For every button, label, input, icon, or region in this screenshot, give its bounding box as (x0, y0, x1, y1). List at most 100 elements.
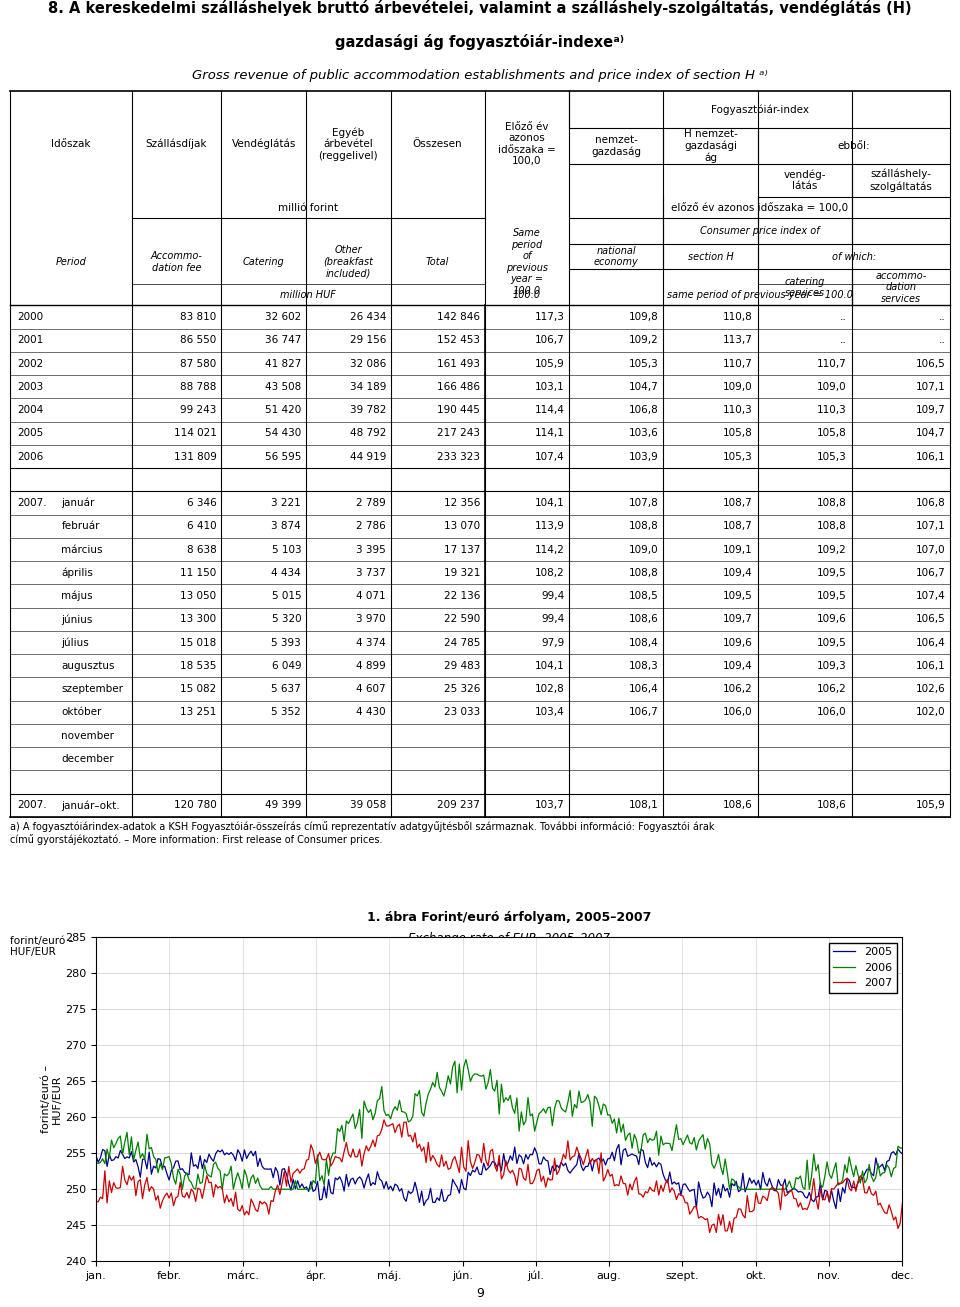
Text: 43 508: 43 508 (265, 382, 301, 392)
2005 (830, 1201, 842, 1217)
Text: 51 420: 51 420 (265, 405, 301, 416)
Text: 107,1: 107,1 (916, 382, 946, 392)
Text: 108,6: 108,6 (723, 800, 753, 810)
Text: Consumer price index of: Consumer price index of (700, 226, 820, 237)
Text: 105,9: 105,9 (916, 800, 946, 810)
Text: 5 352: 5 352 (272, 707, 301, 718)
Text: 117,3: 117,3 (535, 312, 564, 322)
2006 (414, 1082, 425, 1098)
2007 (414, 1136, 425, 1151)
Text: 36 747: 36 747 (265, 336, 301, 345)
Text: 2000: 2000 (17, 312, 43, 322)
Text: május: május (61, 591, 93, 601)
Text: 15 082: 15 082 (180, 684, 217, 694)
Text: 152 453: 152 453 (437, 336, 480, 345)
Text: 166 486: 166 486 (437, 382, 480, 392)
2007 (786, 1183, 798, 1199)
Text: október: október (61, 707, 102, 718)
Text: 114 021: 114 021 (174, 429, 217, 438)
Text: 11 150: 11 150 (180, 567, 217, 578)
Text: 6 410: 6 410 (187, 521, 217, 532)
2007 (261, 1196, 273, 1212)
Text: 109,0: 109,0 (629, 545, 659, 554)
Text: Total: Total (426, 257, 449, 267)
Text: 6 049: 6 049 (272, 661, 301, 670)
2007 (90, 1195, 102, 1210)
2005 (897, 1146, 908, 1162)
Text: 106,8: 106,8 (916, 498, 946, 508)
Text: június: június (61, 614, 93, 625)
Text: 13 300: 13 300 (180, 614, 217, 625)
Text: 107,1: 107,1 (916, 521, 946, 532)
Text: 104,7: 104,7 (629, 382, 659, 392)
Text: 56 595: 56 595 (265, 452, 301, 461)
Text: Accommo-
dation fee: Accommo- dation fee (151, 251, 203, 273)
Text: 103,4: 103,4 (535, 707, 564, 718)
Text: 8 638: 8 638 (187, 545, 217, 554)
Text: millió forint: millió forint (278, 203, 338, 213)
Legend: 2005, 2006, 2007: 2005, 2006, 2007 (828, 942, 897, 993)
Text: of which:: of which: (832, 251, 876, 261)
Text: 4 607: 4 607 (356, 684, 386, 694)
Text: 29 156: 29 156 (349, 336, 386, 345)
Text: 131 809: 131 809 (174, 452, 217, 461)
Text: 87 580: 87 580 (180, 358, 217, 369)
Text: Összesen: Összesen (413, 139, 463, 149)
Text: 113,7: 113,7 (723, 336, 753, 345)
Text: 17 137: 17 137 (444, 545, 480, 554)
Text: 105,3: 105,3 (629, 358, 659, 369)
Text: 109,5: 109,5 (817, 567, 847, 578)
Text: 2006: 2006 (17, 452, 43, 461)
Text: 109,2: 109,2 (629, 336, 659, 345)
2006 (863, 1157, 875, 1172)
Text: 108,8: 108,8 (817, 521, 847, 532)
Line: 2005: 2005 (96, 1145, 902, 1209)
Text: same period of previous year = 100.0: same period of previous year = 100.0 (667, 290, 852, 299)
2006 (786, 1180, 798, 1196)
Text: szálláshely-
szolgáltatás: szálláshely- szolgáltatás (870, 169, 932, 192)
Text: 108,3: 108,3 (629, 661, 659, 670)
Text: forint/euró –
HUF/EUR: forint/euró – HUF/EUR (10, 936, 73, 958)
Text: vendég-
látás: vendég- látás (783, 170, 826, 191)
Text: Vendéglátás: Vendéglátás (231, 139, 296, 149)
2006 (460, 1052, 471, 1068)
Text: 34 189: 34 189 (349, 382, 386, 392)
Text: national
economy: national economy (594, 246, 638, 268)
2006 (90, 1155, 102, 1171)
Text: 5 393: 5 393 (272, 638, 301, 647)
Text: 217 243: 217 243 (437, 429, 480, 438)
Text: 107,4: 107,4 (916, 591, 946, 601)
2005 (613, 1137, 625, 1153)
Text: Period: Period (56, 257, 86, 267)
Text: 49 399: 49 399 (265, 800, 301, 810)
Text: 105,3: 105,3 (817, 452, 847, 461)
Text: 19 321: 19 321 (444, 567, 480, 578)
Text: 86 550: 86 550 (180, 336, 217, 345)
Text: 108,1: 108,1 (629, 800, 659, 810)
Text: 88 788: 88 788 (180, 382, 217, 392)
Text: 12 356: 12 356 (444, 498, 480, 508)
Text: 190 445: 190 445 (437, 405, 480, 416)
Text: 29 483: 29 483 (444, 661, 480, 670)
Text: 5 637: 5 637 (272, 684, 301, 694)
Y-axis label: forint/euró –
HUF/EUR: forint/euró – HUF/EUR (40, 1065, 62, 1133)
Text: 105,8: 105,8 (817, 429, 847, 438)
Text: 109,3: 109,3 (817, 661, 847, 670)
Text: 2 789: 2 789 (356, 498, 386, 508)
Text: Exchange rate of EUR, 2005–2007: Exchange rate of EUR, 2005–2007 (408, 932, 610, 945)
Text: 54 430: 54 430 (265, 429, 301, 438)
2006 (314, 1172, 325, 1188)
Text: augusztus: augusztus (61, 661, 115, 670)
Text: 106,2: 106,2 (817, 684, 847, 694)
Text: 109,5: 109,5 (817, 638, 847, 647)
Text: 22 590: 22 590 (444, 614, 480, 625)
Text: 6 346: 6 346 (187, 498, 217, 508)
Text: 2007.: 2007. (17, 800, 47, 810)
Text: 48 792: 48 792 (349, 429, 386, 438)
Text: 142 846: 142 846 (437, 312, 480, 322)
Text: 103,6: 103,6 (629, 429, 659, 438)
Text: 22 136: 22 136 (444, 591, 480, 601)
Text: 109,8: 109,8 (629, 312, 659, 322)
Text: április: április (61, 567, 93, 578)
2007 (419, 1140, 430, 1155)
